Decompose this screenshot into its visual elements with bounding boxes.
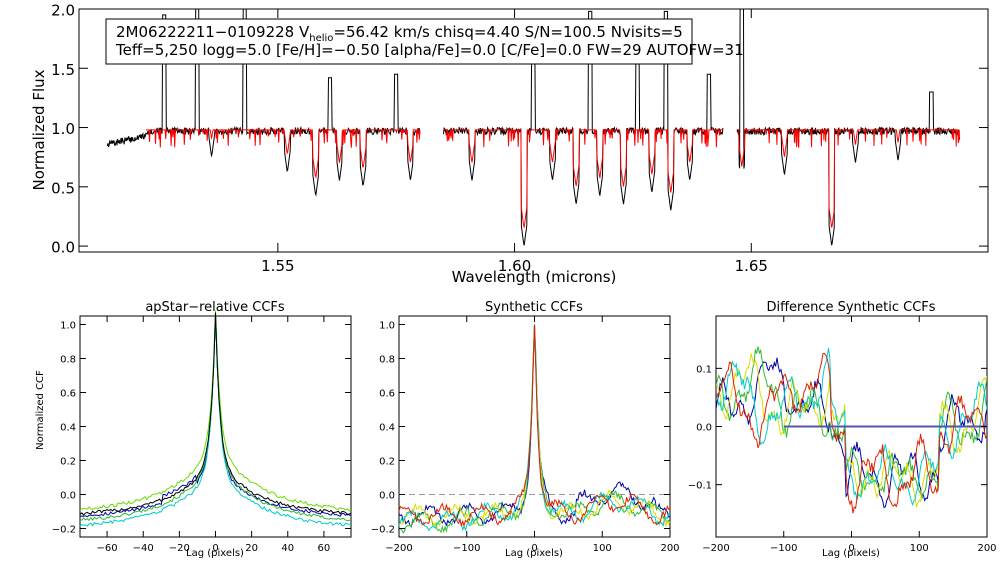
x-tick-label: −200 — [385, 543, 412, 554]
difference-ccf-panel: Difference Synthetic CCFs −200 −100 0 100 20… — [688, 300, 997, 559]
y-tick-label: 0.2 — [379, 457, 395, 468]
y-tick-label: 0.0 — [379, 491, 395, 502]
y-tick-label: 1.0 — [60, 321, 76, 332]
synthetic-ccf-line-5 — [398, 324, 671, 528]
x-tick-label: 200 — [977, 543, 996, 554]
spectrum-ticks: 1.55 1.60 1.65 0.0 0.5 1.0 1.5 2.0 — [51, 2, 988, 275]
synthetic-spectrum-line — [737, 128, 961, 228]
synthetic-spectrum-line — [443, 128, 723, 228]
synthetic-ccf-lines — [398, 324, 671, 534]
ccf-line-3 — [79, 310, 352, 512]
spectrum-ylabel: Normalized Flux — [30, 69, 48, 190]
y-tick-label: 1.0 — [379, 321, 395, 332]
y-tick-label: 0.0 — [696, 423, 712, 434]
y-tick-label: −0.2 — [52, 525, 76, 536]
y-tick-label: 1.0 — [51, 120, 75, 138]
ccf-line-4 — [79, 313, 352, 527]
y-tick-label: 0.0 — [60, 491, 76, 502]
synthetic-ccf-panel: Synthetic CCFs −200 −100 0 100 200 −0.2 0.0 0.2… — [371, 300, 680, 559]
synthetic-ccf-line-3 — [398, 324, 671, 529]
difference-ccf-line-1 — [716, 357, 987, 509]
x-tick-label: 0 — [531, 543, 537, 554]
spectrum-xlabel: Wavelength (microns) — [452, 268, 617, 286]
difference-ccf-lines — [716, 346, 987, 514]
annotation-line1: 2M06222211−0109228 Vhelio=56.42 km/s chi… — [116, 23, 683, 44]
x-tick-label: −20 — [169, 543, 190, 554]
annotation-box — [105, 18, 693, 65]
synthetic-ccf-line-1 — [398, 324, 671, 527]
y-tick-label: 0.1 — [696, 364, 712, 375]
apstar-ccf-lines — [79, 310, 352, 527]
x-tick-label: 200 — [660, 543, 679, 554]
apstar-ccf-title: apStar−relative CCFs — [145, 300, 285, 315]
x-tick-label: 1.55 — [261, 257, 294, 275]
observed-spectrum-line — [736, 9, 960, 246]
x-tick-label: 1.65 — [735, 257, 768, 275]
x-tick-label: −100 — [453, 543, 480, 554]
x-tick-label: −100 — [770, 543, 797, 554]
synthetic-ccf-line-2 — [398, 324, 671, 534]
apstar-ccf-xlabel: Lag (pixels) — [186, 548, 244, 559]
synthetic-ccf-axes-frame — [398, 315, 671, 538]
y-tick-label: 0.4 — [60, 423, 76, 434]
y-tick-label: −0.2 — [371, 525, 395, 536]
x-tick-label: 40 — [281, 543, 294, 554]
x-tick-label: 1.60 — [498, 257, 531, 275]
annotation-line2: Teff=5,250 logg=5.0 [Fe/H]=−0.50 [alpha/… — [115, 41, 744, 59]
x-tick-label: 100 — [910, 543, 929, 554]
x-tick-label: −200 — [702, 543, 729, 554]
y-tick-label: 0.2 — [60, 457, 76, 468]
difference-ccf-title: Difference Synthetic CCFs — [766, 300, 935, 315]
synthetic-ccf-title: Synthetic CCFs — [485, 300, 583, 315]
difference-ccf-xlabel: Lag (pixels) — [822, 548, 880, 559]
x-tick-label: 0 — [848, 543, 854, 554]
synthetic-ccf-ticks: −200 −100 0 100 200 −0.2 0.0 0.2 0.4 0.6 0.8 1.0 — [371, 316, 680, 554]
spectrum-lines — [106, 9, 961, 246]
x-tick-label: 100 — [593, 543, 612, 554]
apstar-ccf-ylabel: Normalized CCF — [35, 370, 46, 450]
y-tick-label: 0.6 — [379, 389, 395, 400]
ccf-line-1 — [79, 314, 352, 518]
spectrum-panel: 1.55 1.60 1.65 0.0 0.5 1.0 1.5 2.0 2M06222211−0… — [30, 2, 989, 286]
y-tick-label: 0.5 — [51, 179, 75, 197]
apstar-ccf-panel: apStar−relative CCFs −60 −40 −20 0 20 40 60 −0.… — [35, 300, 352, 559]
synthetic-spectrum-line — [145, 129, 421, 179]
apstar-ccf-ticks: −60 −40 −20 0 20 40 60 −0.2 0.0 0.2 0.4 0.6 0.8 1.0 — [52, 316, 351, 554]
difference-ccf-line-5 — [716, 352, 987, 514]
ccf-line-5 — [79, 312, 352, 516]
x-tick-label: 60 — [318, 543, 331, 554]
x-tick-label: 0 — [212, 543, 218, 554]
x-tick-label: 20 — [245, 543, 258, 554]
ccf-line-2 — [79, 313, 352, 522]
y-tick-label: −0.1 — [688, 481, 712, 492]
difference-ccf-line-3 — [716, 353, 987, 509]
spectrum-axes-frame — [78, 8, 989, 253]
synthetic-ccf-xlabel: Lag (pixels) — [505, 548, 563, 559]
difference-ccf-line-4 — [716, 347, 987, 507]
x-tick-label: −40 — [133, 543, 154, 554]
difference-ccf-ticks: −200 −100 0 100 200 −0.1 0.0 0.1 — [688, 316, 997, 554]
y-tick-label: 0.6 — [60, 389, 76, 400]
y-tick-label: 0.8 — [379, 355, 395, 366]
x-tick-label: −60 — [97, 543, 118, 554]
y-tick-label: 0.4 — [379, 423, 395, 434]
y-tick-label: 0.8 — [60, 355, 76, 366]
y-tick-label: 2.0 — [51, 2, 75, 20]
y-tick-label: 1.5 — [51, 61, 75, 79]
y-tick-label: 0.0 — [51, 239, 75, 257]
difference-ccf-line-2 — [716, 346, 987, 499]
